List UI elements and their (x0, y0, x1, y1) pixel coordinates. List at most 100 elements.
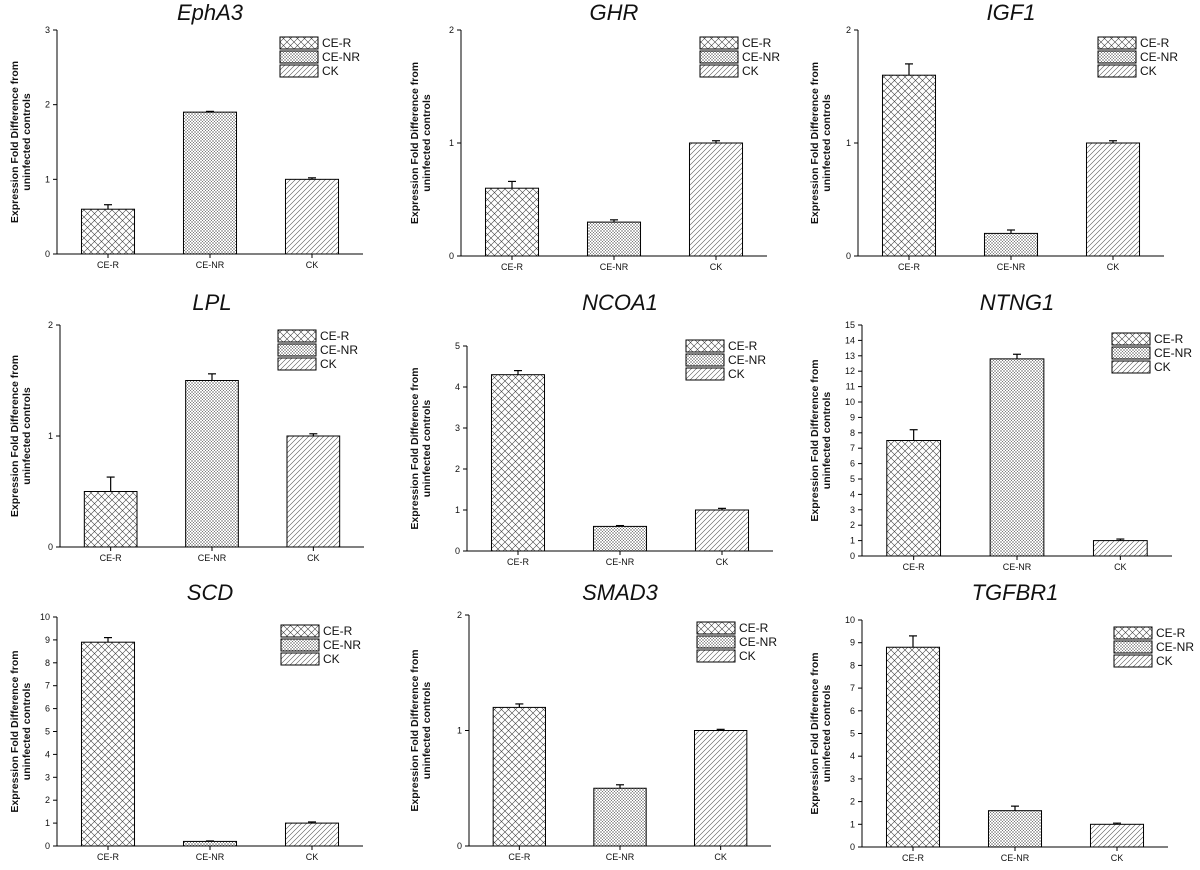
chart-panel-lpl: LPL Expression Fold Difference from uninfe… (0, 290, 400, 575)
bar-ck (694, 509, 750, 552)
legend-label: CE-R (320, 329, 350, 343)
y-axis-label: uninfected controls (421, 94, 433, 192)
y-axis-label: Expression Fold Difference from (9, 355, 21, 517)
bar-ck (688, 142, 744, 257)
chart-title: TGFBR1 (972, 580, 1059, 605)
legend-swatch (1097, 50, 1137, 64)
y-tick-label: 0 (455, 546, 460, 556)
bar-ce-r (484, 187, 540, 257)
y-axis-label: uninfected controls (421, 400, 433, 498)
legend-swatch (1113, 626, 1153, 640)
legend-label: CE-NR (323, 638, 361, 652)
y-tick-label: 2 (449, 25, 454, 35)
legend-swatch (1097, 64, 1137, 78)
legend-label: CK (320, 357, 337, 371)
legend-swatch (279, 36, 319, 50)
chart-svg: NCOA1 Expression Fold Difference from unin… (409, 290, 773, 567)
legend-label: CE-R (322, 36, 352, 50)
x-tick-label: CK (1111, 853, 1124, 863)
y-tick-label: 5 (850, 729, 855, 739)
x-tick-label: CK (306, 260, 319, 270)
chart-title: SMAD3 (582, 580, 659, 605)
y-tick-label: 11 (846, 382, 855, 392)
y-axis-label: Expression Fold Difference from (409, 62, 421, 224)
y-tick-label: 13 (845, 351, 855, 361)
chart-title: EphA3 (177, 0, 244, 25)
legend-swatch (699, 64, 739, 78)
y-tick-label: 10 (40, 612, 50, 622)
y-tick-label: 2 (455, 464, 460, 474)
x-tick-label: CE-NR (196, 260, 225, 270)
chart-panel-scd: SCD Expression Fold Difference from uninfe… (0, 580, 400, 865)
legend-label: CK (742, 64, 759, 78)
y-tick-label: 2 (850, 797, 855, 807)
y-tick-label: 1 (449, 138, 454, 148)
chart-svg: LPL Expression Fold Difference from uninfe… (9, 290, 364, 563)
x-tick-label: CK (306, 852, 319, 862)
legend-label: CK (1140, 64, 1157, 78)
bar-ce-nr (185, 380, 239, 548)
legend-label: CE-R (1154, 332, 1184, 346)
bar-ce-r (886, 440, 942, 557)
legend-label: CE-NR (1156, 640, 1194, 654)
bar-ce-nr (593, 787, 647, 847)
y-tick-label: 0 (45, 841, 50, 851)
y-tick-label: 6 (850, 459, 855, 469)
legend-label: CK (739, 649, 756, 663)
y-tick-label: 2 (45, 795, 50, 805)
chart-title: SCD (187, 580, 234, 605)
y-tick-label: 0 (48, 542, 53, 552)
legend-swatch (1113, 640, 1153, 654)
y-tick-label: 4 (45, 749, 50, 759)
legend-swatch (696, 621, 736, 635)
legend-swatch (699, 50, 739, 64)
legend-label: CK (1154, 360, 1171, 374)
x-tick-label: CK (716, 557, 729, 567)
legend-swatch (1111, 346, 1151, 360)
x-tick-label: CK (1107, 262, 1120, 272)
chart-svg: EphA3 Expression Fold Difference from unin… (9, 0, 363, 270)
x-tick-label: CK (710, 262, 723, 272)
x-tick-label: CE-NR (600, 262, 629, 272)
y-tick-label: 1 (457, 726, 462, 736)
y-tick-label: 4 (455, 382, 460, 392)
x-tick-label: CE-R (898, 262, 920, 272)
legend-label: CE-R (739, 621, 769, 635)
legend-swatch (1111, 360, 1151, 374)
x-tick-label: CK (1114, 562, 1127, 572)
y-tick-label: 2 (850, 520, 855, 530)
y-axis-label: Expression Fold Difference from (809, 652, 821, 814)
x-tick-label: CE-NR (1001, 853, 1030, 863)
y-tick-label: 9 (45, 635, 50, 645)
bar-ck (1092, 540, 1148, 557)
y-axis-label: Expression Fold Difference from (809, 359, 821, 521)
y-axis-label: uninfected controls (21, 683, 33, 781)
y-tick-label: 8 (850, 660, 855, 670)
legend-swatch (1113, 654, 1153, 668)
x-tick-label: CK (307, 553, 320, 563)
legend-label: CE-NR (739, 635, 777, 649)
y-tick-label: 6 (850, 706, 855, 716)
chart-title: NTNG1 (980, 290, 1055, 315)
chart-svg: SCD Expression Fold Difference from uninfe… (9, 580, 363, 862)
y-tick-label: 2 (846, 25, 851, 35)
y-tick-label: 14 (845, 335, 855, 345)
legend-swatch (696, 635, 736, 649)
legend-swatch (1097, 36, 1137, 50)
y-tick-label: 8 (45, 658, 50, 668)
legend-label: CE-NR (728, 353, 766, 367)
chart-title: GHR (590, 0, 639, 25)
legend-label: CE-NR (1154, 346, 1192, 360)
bar-ck (1089, 823, 1145, 848)
y-tick-label: 1 (45, 818, 50, 828)
y-tick-label: 10 (845, 615, 855, 625)
y-tick-label: 9 (850, 412, 855, 422)
legend-label: CE-NR (1140, 50, 1178, 64)
x-tick-label: CE-R (97, 260, 119, 270)
chart-svg: GHR Expression Fold Difference from uninfe… (409, 0, 780, 272)
legend-label: CE-NR (322, 50, 360, 64)
chart-panel-epha3: EphA3 Expression Fold Difference from unin… (0, 0, 400, 285)
bar-ce-r (885, 646, 941, 848)
y-axis-label: Expression Fold Difference from (409, 649, 421, 811)
legend-label: CK (1156, 654, 1173, 668)
